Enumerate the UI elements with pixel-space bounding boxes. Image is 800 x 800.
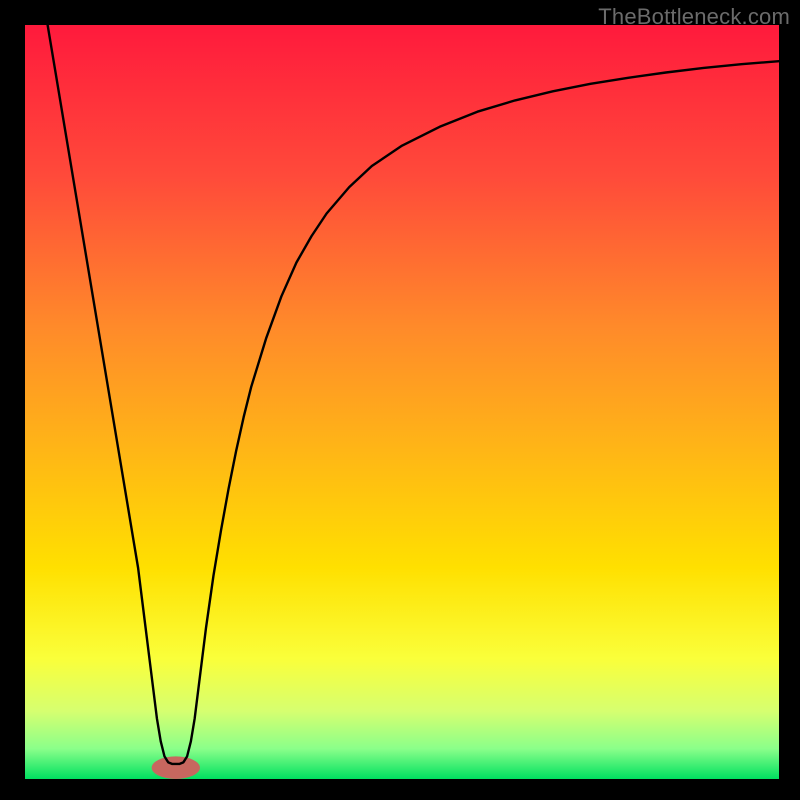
minimum-marker-blob [152,756,200,779]
plot-gradient-background [25,25,779,779]
chart-container: TheBottleneck.com [0,0,800,800]
bottleneck-chart [0,0,800,800]
